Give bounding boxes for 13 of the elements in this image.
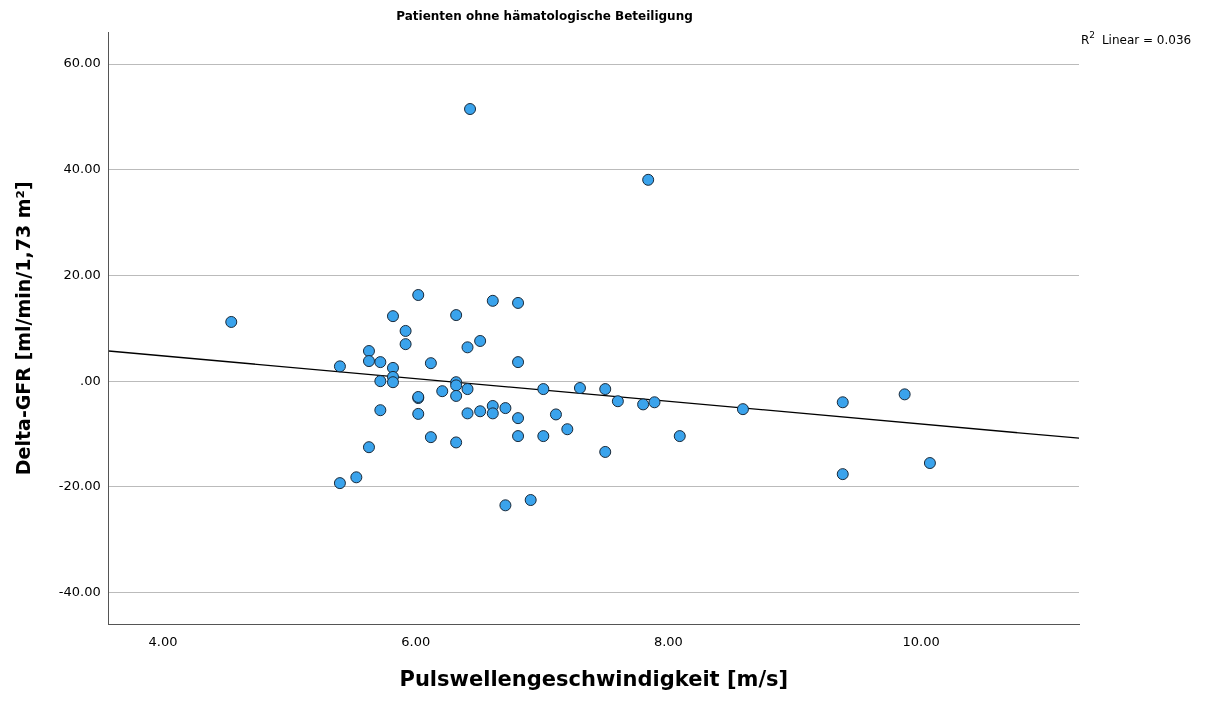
- x-tick-label: 8.00: [653, 634, 683, 650]
- x-tick-label: 4.00: [148, 634, 178, 650]
- y-tick-label: 40.00: [63, 161, 101, 177]
- x-tick-label: 10.00: [902, 634, 940, 650]
- y-tick-label: 60.00: [63, 55, 101, 71]
- y-tick-label: -20.00: [58, 478, 101, 494]
- x-axis-title: Pulswellengeschwindigkeit [m/s]: [399, 666, 789, 691]
- chart-title: Patienten ohne hämatologische Beteiligung: [396, 9, 693, 24]
- y-tick-label: -40.00: [58, 583, 101, 599]
- y-axis-title: Delta-GFR [ml/min/1,73 m²]: [12, 181, 35, 476]
- y-tick-label: 20.00: [63, 266, 101, 282]
- y-tick-label: .00: [80, 372, 101, 388]
- x-tick-label: 6.00: [401, 634, 431, 650]
